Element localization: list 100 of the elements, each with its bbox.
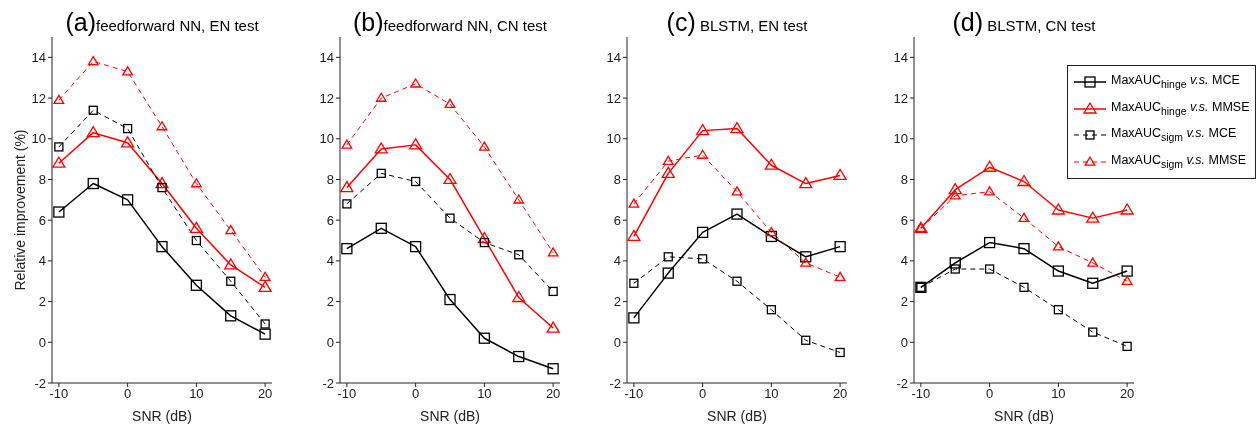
y-tick-label: 0 [900, 334, 908, 350]
point [765, 226, 777, 237]
x-tick-label: 10 [189, 386, 204, 402]
point [376, 168, 386, 179]
y-tick-label: 14 [31, 49, 46, 65]
point [340, 180, 354, 193]
y-tick-label: 4 [900, 253, 908, 269]
point [375, 92, 387, 102]
x-tick-label: 0 [699, 386, 707, 402]
point [834, 271, 846, 282]
y-tick-label: 10 [606, 131, 621, 147]
point [800, 257, 812, 267]
y-tick-label: 8 [326, 172, 334, 188]
y-tick-label: -2 [322, 375, 334, 391]
point [949, 257, 961, 269]
point [1053, 305, 1064, 315]
point [697, 254, 708, 264]
y-tick-label: 4 [613, 253, 621, 269]
point [801, 335, 811, 345]
x-tick-label: -10 [624, 386, 644, 402]
point [1121, 265, 1133, 277]
x-axis-title: SNR (dB) [707, 408, 767, 424]
legend-label: MaxAUC$_{hinge}$ v.s. MMSE [1111, 98, 1250, 119]
point [663, 252, 673, 262]
y-tick-label: 2 [613, 294, 621, 310]
point [1052, 241, 1064, 251]
point [982, 160, 997, 172]
point [258, 280, 272, 292]
chart-title: (c) BLSTM, EN test [666, 8, 808, 36]
y-tick-label: 6 [613, 212, 621, 228]
point [259, 328, 271, 340]
y-tick-label: 0 [38, 334, 46, 350]
point [341, 139, 353, 149]
x-axis-title: SNR (dB) [132, 408, 192, 424]
point [512, 290, 526, 303]
chart-title: (b)feedforward NN, CN test [353, 8, 547, 36]
point [444, 98, 456, 109]
point [52, 156, 66, 168]
point [766, 305, 777, 315]
point [155, 176, 169, 189]
point [478, 141, 490, 151]
y-tick-label: -2 [34, 375, 46, 391]
point [410, 78, 422, 88]
x-tick-label: -10 [911, 386, 931, 402]
y-tick-label: 8 [38, 172, 46, 188]
x-axis-title: SNR (dB) [994, 408, 1054, 424]
y-tick-label: 8 [613, 172, 621, 188]
point [122, 123, 133, 134]
point [259, 271, 271, 282]
point [477, 231, 492, 244]
x-tick-label: -10 [49, 386, 69, 402]
point [696, 226, 709, 239]
point [547, 363, 559, 375]
point [157, 182, 167, 193]
point [949, 190, 961, 200]
point [1051, 203, 1066, 215]
point [629, 278, 639, 288]
point [1087, 257, 1099, 267]
y-tick-label: 0 [613, 334, 621, 350]
point [1087, 277, 1099, 289]
x-tick-label: 20 [545, 386, 561, 402]
point [1121, 275, 1133, 286]
point [833, 168, 847, 181]
point [984, 186, 996, 196]
point [765, 230, 778, 243]
y-tick-label: 14 [893, 49, 908, 65]
x-tick-label: 10 [764, 386, 779, 402]
y-tick-label: 12 [606, 90, 621, 106]
y-tick-label: 12 [893, 90, 908, 106]
point [408, 138, 423, 150]
x-tick-label: 20 [832, 386, 848, 402]
chart-title: (d) BLSTM, CN test [952, 8, 1096, 36]
y-tick-label: 4 [38, 253, 46, 269]
point [409, 240, 422, 253]
x-tick-label: 0 [124, 386, 132, 402]
y-tick-label: 0 [326, 334, 334, 350]
point [479, 237, 490, 248]
point [548, 286, 558, 297]
point [1122, 341, 1132, 352]
y-axis-title: Relative improvement (%) [11, 129, 28, 291]
point [443, 172, 457, 185]
point [445, 213, 455, 223]
point [950, 264, 960, 274]
point [513, 194, 525, 204]
point [410, 176, 421, 187]
point [225, 224, 237, 235]
x-tick-label: 10 [477, 386, 492, 402]
y-tick-label: 12 [31, 90, 46, 106]
point [984, 264, 995, 274]
point [260, 319, 270, 329]
x-tick-label: 0 [986, 386, 994, 402]
legend-label: MaxAUC$_{sigm}$ v.s. MCE [1111, 125, 1237, 145]
point [478, 332, 491, 344]
point [1120, 203, 1134, 215]
point [1017, 174, 1031, 187]
point [731, 186, 743, 196]
point [87, 55, 99, 66]
point [1018, 212, 1030, 222]
point [834, 240, 846, 253]
point [224, 258, 238, 270]
